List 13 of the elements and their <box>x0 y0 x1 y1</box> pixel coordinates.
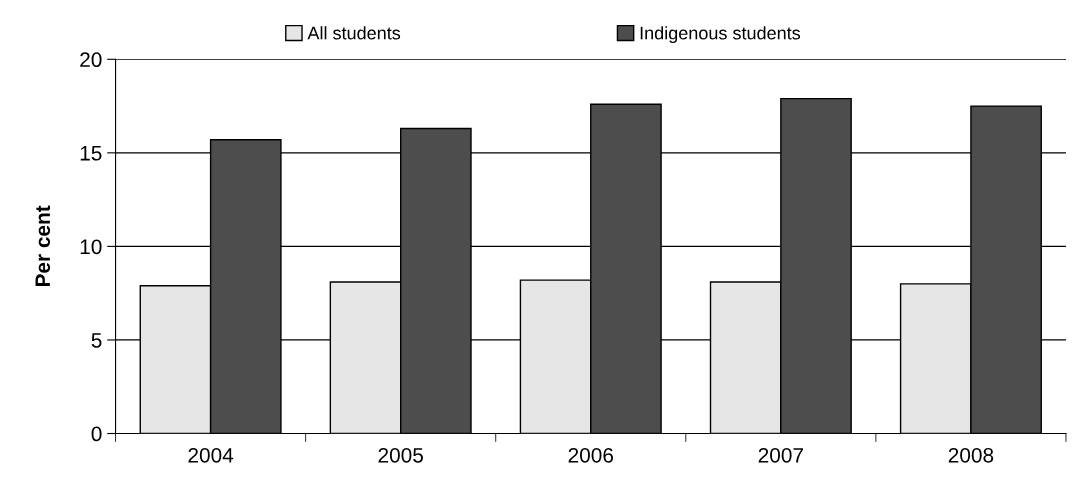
x-tick-label: 2004 <box>188 447 234 463</box>
x-tick-label: 2006 <box>568 447 614 463</box>
x-tick-label: 2008 <box>948 447 994 463</box>
y-tick-label: 20 <box>80 52 102 68</box>
y-tick-label: 0 <box>91 426 102 442</box>
y-tick-label: 15 <box>80 146 102 161</box>
y-tick-label: 5 <box>91 333 102 348</box>
legend-label: All students <box>307 26 401 40</box>
legend-label: Indigenous students <box>640 26 801 44</box>
x-tick-label: 2005 <box>378 447 423 463</box>
x-tick-label: 2007 <box>758 447 803 463</box>
y-axis-title: Per cent <box>35 205 51 287</box>
y-tick-label: 10 <box>80 239 102 255</box>
